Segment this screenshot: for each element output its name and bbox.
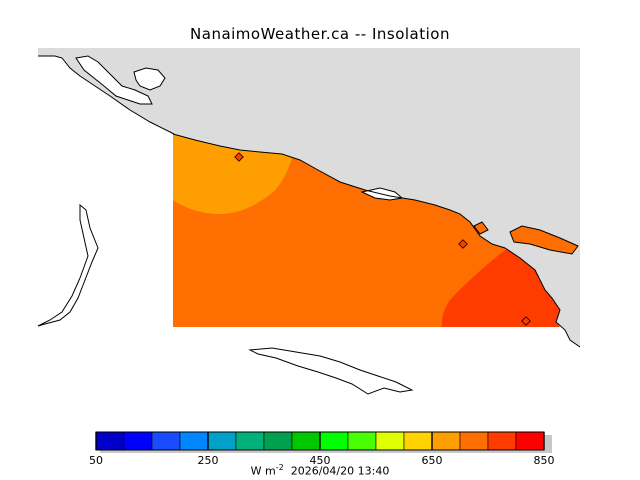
station-marker-west [234,152,244,162]
small-island-north [133,67,166,91]
colorbar-swatch [515,431,545,451]
colorbar [95,431,552,453]
mainland-land [38,48,580,347]
colorbar-swatch [263,431,293,451]
colorbar-swatch [459,431,489,451]
colorbar-swatch [487,431,517,451]
station-marker-east [521,316,531,326]
colorbar-swatch [123,431,153,451]
station-marker-central [458,239,468,249]
inlet-small [473,221,489,235]
colorbar-swatch [95,431,125,451]
colorbar-swatch [179,431,209,451]
units-exponent: -2 [275,463,284,472]
units-caption: W m-2 2026/04/20 13:40 [0,463,640,478]
colorbar-swatch [375,431,405,451]
colorbar-swatch [431,431,461,451]
colorbar-swatch [235,431,265,451]
coastline-north [38,55,175,135]
units-label: W m [250,464,276,478]
southern-island [248,347,414,395]
coastline [172,133,581,348]
colorbar-tick-label: 250 [197,454,219,467]
colorbar-swatch [319,431,349,451]
timestamp: 2026/04/20 13:40 [290,464,390,478]
colorbar-tick-label: 850 [533,454,555,467]
map-title: NanaimoWeather.ca -- Insolation [190,25,450,43]
colorbar-swatch [403,431,433,451]
colorbar-tick-label: 50 [89,454,103,467]
colorbar-swatch [151,431,181,451]
colorbar-tick-label: 650 [421,454,443,467]
colorbar-tick-label: 450 [309,454,331,467]
colorbar-swatch [347,431,377,451]
colorbar-swatch [207,431,237,451]
west-island [37,203,99,327]
inlet-peninsula [509,225,579,255]
northern-island [75,55,153,105]
colorbar-swatch [291,431,321,451]
